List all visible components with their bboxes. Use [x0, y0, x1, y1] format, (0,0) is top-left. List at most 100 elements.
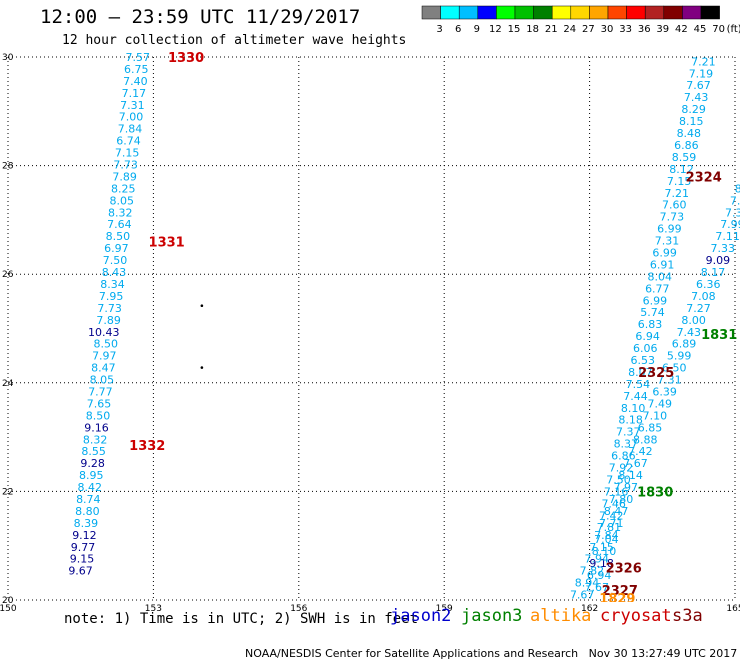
swh-value: 7.08	[691, 290, 716, 303]
footer: NOAA/NESDIS Center for Satellite Applica…	[238, 634, 737, 660]
swh-value: 8.39	[74, 517, 99, 530]
swh-value: 7.15	[115, 147, 140, 160]
marker-dot	[200, 304, 204, 307]
x-tick-label: 156	[290, 604, 307, 614]
swh-value: 7.49	[647, 397, 672, 410]
legend-label: 18	[526, 24, 539, 35]
y-tick-label: 26	[2, 270, 14, 280]
legend-jason3: jason3	[461, 606, 523, 626]
pass-time-label: 1332	[129, 439, 165, 454]
swh-value: 6.85	[638, 421, 663, 434]
swh-value: 8.80	[75, 505, 100, 518]
legend-label: 3	[436, 24, 442, 35]
swh-value: 8.42	[78, 481, 103, 494]
y-tick-label: 30	[2, 53, 14, 63]
y-tick-label: 28	[2, 162, 14, 172]
swh-value: 8.05	[90, 374, 115, 387]
swh-value: 6.99	[643, 294, 668, 307]
wave-height-map: 1501531561591621653028262422207.576.757.…	[0, 51, 740, 614]
swh-value: 7.67	[584, 581, 609, 594]
legend-label: (ft)	[727, 24, 740, 35]
swh-value: 8.59	[672, 151, 697, 164]
swh-value: 6.97	[104, 242, 129, 255]
swh-value: 8.43	[102, 266, 127, 279]
swh-value: 7.42	[628, 445, 653, 458]
legend-label: 24	[563, 24, 576, 35]
swh-value: 7.95	[99, 290, 124, 303]
swh-value: 7.34	[725, 206, 740, 219]
swh-value: 7.84	[594, 529, 619, 542]
swh-value: 7.73	[97, 302, 122, 315]
swh-value: 7.43	[677, 326, 702, 339]
swh-value: 6.74	[116, 135, 141, 148]
swh-value: 7.44	[623, 390, 648, 403]
swh-value: 7.67	[570, 589, 595, 602]
legend-swatch	[700, 5, 720, 20]
swh-value: 7.57	[126, 51, 151, 64]
footer-timestamp: Nov 30 13:27:49 UTC 2017	[588, 647, 738, 660]
swh-value: 7.21	[691, 55, 716, 68]
swh-value: 6.99	[652, 246, 677, 259]
pass-time-label: 2326	[606, 561, 642, 576]
x-tick-label: 159	[436, 604, 453, 614]
legend-label: 6	[455, 24, 461, 35]
swh-value: 6.06	[633, 342, 658, 355]
swh-value: 8.47	[91, 362, 116, 375]
swh-value: 7.84	[118, 123, 143, 136]
swh-value: 8.47	[604, 505, 629, 518]
legend-label: 21	[545, 24, 558, 35]
swh-value: 6.83	[638, 318, 663, 331]
swh-value: 8.32	[83, 433, 108, 446]
legend-cryosat: cryosat	[600, 606, 672, 626]
legend-label: 30	[601, 24, 614, 35]
swh-value: 8.94	[575, 577, 600, 590]
legend-jason2: jason2	[390, 606, 452, 626]
swh-value: 10.43	[88, 326, 120, 339]
swh-value: 7.10	[643, 409, 668, 422]
swh-value: 6.89	[672, 338, 697, 351]
swh-value: 7.37	[616, 426, 641, 439]
swh-value: 7.04	[594, 533, 619, 546]
swh-value: 6.75	[124, 63, 149, 76]
swh-value: 7.50	[606, 473, 631, 486]
swh-value: 7.33	[711, 242, 736, 255]
swh-value: 7.31	[120, 99, 145, 112]
swh-value: 7.64	[107, 218, 132, 231]
pass-time-label: 1331	[149, 236, 185, 251]
swh-value: 9.77	[71, 541, 96, 554]
swh-value: 5.99	[667, 350, 692, 363]
swh-value: 7.97	[92, 350, 117, 363]
swh-value: 7.94	[584, 553, 609, 566]
swh-value: 8.88	[633, 433, 658, 446]
swh-value: 8.50	[94, 338, 119, 351]
swh-value: 7.31	[655, 235, 680, 248]
swh-value: 7.15	[667, 175, 692, 188]
swh-value: 9.15	[70, 553, 95, 566]
swh-value: 9.28	[80, 457, 105, 470]
swh-value: 6.86	[674, 139, 699, 152]
swh-value: 7.92	[609, 462, 634, 475]
swh-value: 8.50	[106, 230, 131, 243]
swh-value: 8.07	[628, 366, 653, 379]
x-tick-label: 165	[726, 604, 740, 614]
y-tick-label: 20	[2, 596, 14, 606]
swh-value: 7.71	[599, 517, 624, 530]
legend-label: 45	[694, 24, 707, 35]
legend-label: 9	[474, 24, 480, 35]
swh-value: 6.94	[635, 330, 660, 343]
swh-value: 7.00	[119, 111, 144, 124]
swh-value: 6.99	[657, 223, 682, 236]
swh-value: 7.11	[715, 230, 740, 243]
legend-label: 12	[489, 24, 502, 35]
swh-value: 6.91	[650, 258, 675, 271]
swh-value: 7.50	[103, 254, 128, 267]
swh-value: 7.17	[122, 87, 147, 100]
swh-value: 7.19	[689, 67, 714, 80]
swh-value: 8.10	[621, 402, 646, 415]
swh-value: 7.21	[664, 187, 689, 200]
swh-value: 9.09	[706, 254, 731, 267]
page-subtitle: 12 hour collection of altimeter wave hei…	[62, 33, 407, 48]
swh-value: 8.32	[108, 206, 133, 219]
swh-value: 8.17	[701, 266, 726, 279]
swh-value: 9.67	[68, 565, 93, 578]
